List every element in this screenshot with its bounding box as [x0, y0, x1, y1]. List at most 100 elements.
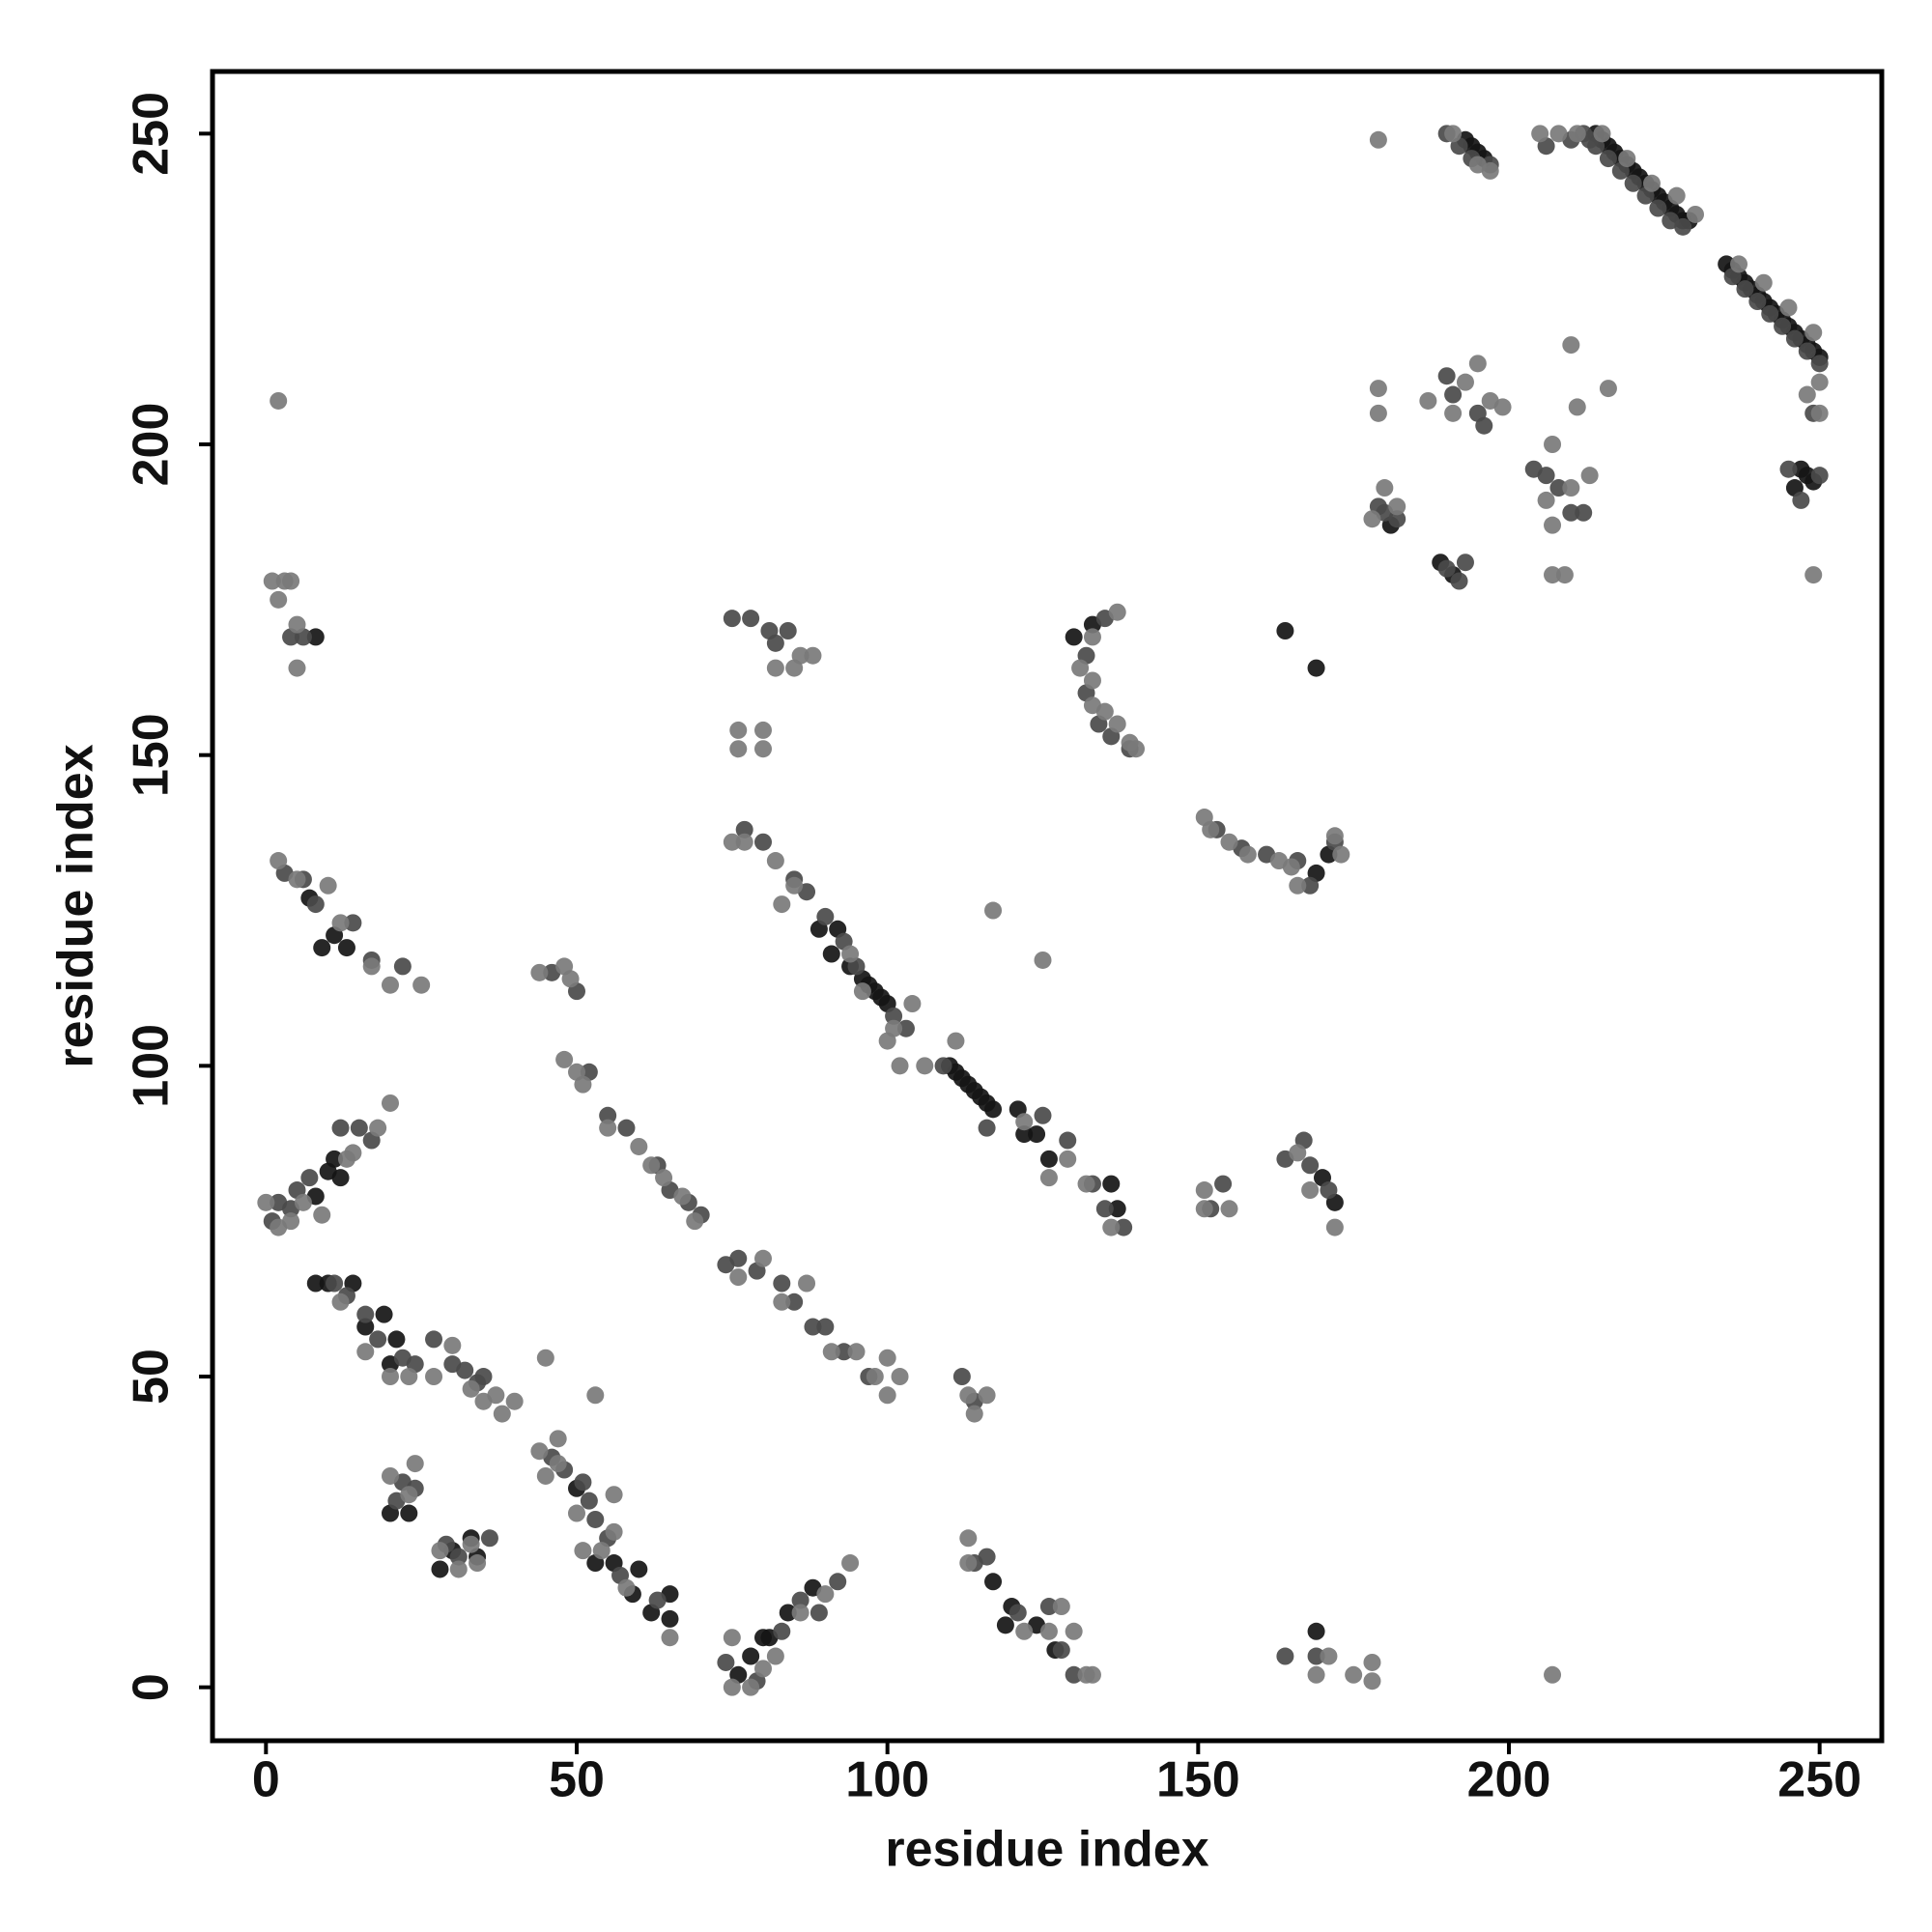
- x-axis-title: residue index: [885, 1822, 1208, 1878]
- point: [282, 1212, 300, 1231]
- point: [344, 914, 362, 932]
- point: [1015, 1113, 1034, 1131]
- point: [1804, 566, 1823, 584]
- point: [753, 721, 772, 739]
- point: [1065, 1665, 1083, 1684]
- x-tick-label: 100: [845, 1752, 929, 1808]
- point: [785, 659, 804, 677]
- point: [810, 1604, 828, 1622]
- point: [1108, 715, 1126, 733]
- point: [1102, 1218, 1121, 1236]
- point: [1301, 1156, 1320, 1175]
- y-tick-label: 0: [124, 1673, 180, 1701]
- x-tick-label: 0: [252, 1752, 280, 1808]
- point: [686, 1212, 704, 1231]
- point: [270, 852, 288, 870]
- point: [387, 1330, 406, 1349]
- point: [1320, 1181, 1338, 1200]
- point: [1549, 479, 1568, 497]
- x-tick-label: 200: [1467, 1752, 1551, 1808]
- point: [425, 1368, 443, 1386]
- point: [406, 1455, 424, 1473]
- point: [331, 1169, 350, 1187]
- point: [648, 1591, 667, 1609]
- point: [717, 1653, 735, 1671]
- point: [549, 1430, 567, 1448]
- point: [1537, 491, 1555, 509]
- point: [400, 1486, 418, 1504]
- point: [1015, 1125, 1034, 1144]
- point: [934, 1057, 952, 1075]
- point: [617, 1119, 636, 1137]
- point: [400, 1504, 418, 1522]
- point: [1810, 355, 1829, 373]
- point: [773, 895, 791, 914]
- point: [822, 1343, 840, 1361]
- point: [1028, 1125, 1046, 1144]
- point: [1481, 161, 1499, 180]
- point: [773, 1274, 791, 1293]
- point: [816, 1585, 835, 1604]
- point: [369, 1330, 387, 1349]
- point: [1730, 255, 1748, 273]
- y-tick-label: 200: [124, 403, 180, 487]
- point: [1083, 628, 1101, 646]
- point: [288, 659, 306, 677]
- point: [356, 1305, 375, 1323]
- point: [1562, 336, 1580, 355]
- point: [1450, 572, 1468, 590]
- point: [723, 1629, 741, 1647]
- point: [630, 1137, 648, 1155]
- point: [1748, 293, 1767, 311]
- point: [1095, 1200, 1114, 1218]
- point: [605, 1486, 623, 1504]
- point: [1555, 566, 1574, 584]
- point: [735, 833, 753, 851]
- point: [469, 1554, 487, 1573]
- point: [1456, 554, 1474, 572]
- point: [1108, 1200, 1126, 1218]
- point: [742, 610, 760, 628]
- point: [344, 1144, 362, 1162]
- point: [1444, 404, 1463, 422]
- point: [350, 1119, 368, 1137]
- point: [1071, 659, 1090, 677]
- point: [1214, 1175, 1233, 1193]
- point: [412, 976, 431, 994]
- point: [959, 1554, 978, 1573]
- point: [916, 1057, 934, 1075]
- point: [331, 914, 350, 932]
- point: [431, 1560, 449, 1578]
- point: [1325, 1218, 1344, 1236]
- point: [449, 1548, 468, 1566]
- point: [673, 1187, 692, 1206]
- point: [959, 1386, 978, 1405]
- point: [1544, 1665, 1562, 1684]
- point: [431, 1542, 449, 1560]
- point: [480, 1529, 498, 1548]
- point: [449, 1560, 468, 1578]
- point: [319, 876, 337, 895]
- point: [300, 1169, 319, 1187]
- point: [779, 622, 797, 640]
- point: [393, 957, 412, 976]
- point: [978, 1548, 996, 1566]
- point: [791, 1591, 810, 1609]
- point: [487, 1386, 505, 1405]
- point: [1052, 1641, 1070, 1660]
- point: [729, 1249, 748, 1267]
- point: [1282, 858, 1300, 876]
- point: [1102, 1175, 1121, 1193]
- point: [1363, 1653, 1381, 1671]
- point: [1475, 416, 1493, 435]
- point: [791, 1604, 810, 1622]
- point: [530, 1442, 549, 1461]
- point: [536, 1349, 554, 1367]
- point: [1195, 1181, 1213, 1200]
- point: [574, 1473, 592, 1492]
- point: [1320, 1647, 1338, 1665]
- point: [567, 1504, 585, 1522]
- point: [903, 995, 922, 1013]
- point: [1015, 1622, 1034, 1640]
- point: [1307, 659, 1325, 677]
